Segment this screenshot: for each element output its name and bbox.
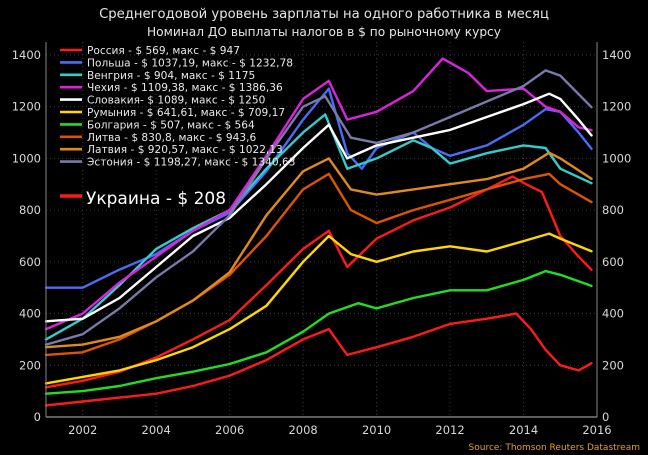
series-line [44, 175, 593, 389]
y-tick-label-right: 1000 [602, 151, 631, 165]
legend-label: Польша - $ 1037,19, макс - $ 1232,78 [87, 57, 293, 69]
series-line [44, 269, 593, 395]
y-tick-label-left: 1400 [12, 48, 41, 62]
series-line [44, 113, 593, 341]
y-tick-label-left: 0 [34, 410, 41, 424]
y-tick-label-right: 1400 [602, 48, 631, 62]
chart-subtitle: Номинал ДО выплаты налогов в $ по рыночн… [147, 25, 501, 39]
legend-label: Россия - $ 569, макс - $ 947 [87, 45, 240, 57]
axes: 0 0 200 200 400 400 600 600 800 800 1000 1000 1200 12… [12, 42, 631, 437]
legend-label: Венгрия - $ 904, макс - $ 1175 [87, 70, 255, 82]
y-tick-label-right: 400 [602, 307, 624, 321]
y-tick-label-right: 200 [602, 358, 624, 372]
legend-label: Латвия - $ 920,57, макс - $ 1022,13 [87, 144, 283, 156]
series-line [44, 69, 593, 346]
series-lines [44, 57, 593, 407]
legend-label: Болгария - $ 507, макс - $ 564 [87, 119, 255, 131]
legend-label: Румыния - $ 641,61, макс - $ 709,17 [87, 107, 285, 119]
x-tick-label: 2002 [68, 423, 97, 437]
series-line [44, 87, 593, 289]
series-line [44, 232, 593, 385]
y-tick-label-right: 600 [602, 255, 624, 269]
source-note: Source: Thomson Reuters Datastream [469, 443, 640, 453]
series-line [44, 312, 593, 407]
ukraine-annotation: Украина - $ 208 [86, 189, 226, 209]
y-tick-label-left: 1000 [12, 151, 41, 165]
plot-area [46, 42, 597, 417]
legend-label: Словакия- $ 1089, макс - $ 1250 [87, 95, 266, 107]
y-tick-label-left: 600 [19, 255, 41, 269]
y-tick-label-right: 800 [602, 203, 624, 217]
series-line [44, 92, 593, 323]
legend-label: Чехия - $ 1109,38, макс - $ 1386,36 [87, 82, 283, 94]
y-tick-label-right: 0 [602, 410, 609, 424]
y-tick-label-right: 1200 [602, 100, 631, 114]
y-tick-label-left: 200 [19, 358, 41, 372]
series-line [44, 57, 593, 331]
chart-title: Среднегодовой уровень зарплаты на одного… [99, 6, 549, 22]
y-tick-label-left: 400 [19, 307, 41, 321]
x-tick-label: 2010 [362, 423, 391, 437]
legend-label: Эстония - $ 1198,27, макс - $ 1340,63 [87, 157, 295, 169]
x-tick-label: 2014 [509, 423, 538, 437]
x-tick-label: 2008 [288, 423, 317, 437]
x-tick-label: 2006 [215, 423, 244, 437]
grid [46, 42, 598, 418]
legend-label: Литва - $ 830,8, макс - $ 943,6 [87, 132, 256, 144]
x-tick-label: 2012 [435, 423, 464, 437]
y-tick-label-left: 800 [19, 203, 41, 217]
x-tick-label: 2016 [582, 423, 611, 437]
y-tick-label-left: 1200 [12, 100, 41, 114]
x-tick-label: 2004 [142, 423, 171, 437]
series-line [44, 151, 593, 349]
